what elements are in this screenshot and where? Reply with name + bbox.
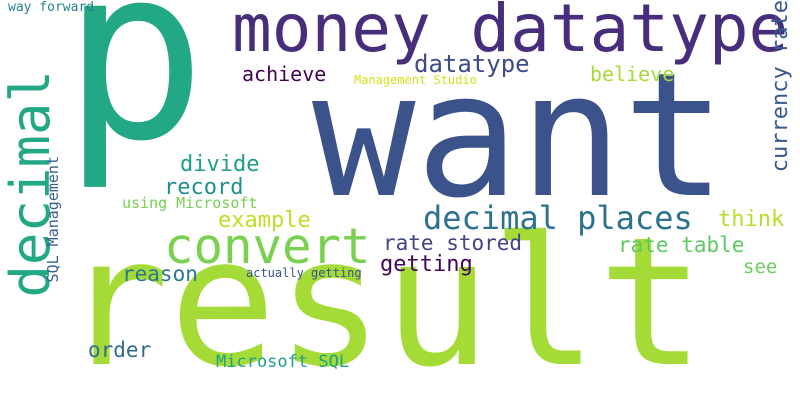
word-achieve: achieve	[242, 62, 327, 86]
word-want: want	[312, 35, 727, 236]
word-datatype: datatype	[414, 50, 530, 78]
word-way-forward: way forward	[8, 0, 95, 15]
word-convert: convert	[164, 218, 371, 275]
word-sql-management: SQL Management	[44, 156, 62, 283]
word-order: order	[88, 338, 152, 362]
word-think: think	[718, 207, 785, 232]
word-divide: divide	[180, 152, 260, 177]
word-p: p	[62, 0, 207, 194]
word-rate-stored: rate stored	[383, 231, 523, 255]
word-microsoft-sql: Microsoft SQL	[216, 352, 350, 372]
word-reason: reason	[122, 262, 198, 286]
word-management-studio: Management Studio	[354, 73, 477, 87]
word-currency-rate: currency rate	[768, 0, 793, 173]
word-decimal-places: decimal places	[423, 199, 693, 237]
word-result: result	[62, 199, 705, 400]
word-see: see	[743, 256, 778, 278]
word-using-microsoft: using Microsoft	[122, 194, 258, 212]
word-actually-getting: actually getting	[246, 266, 362, 280]
word-example: example	[218, 208, 311, 233]
word-rate-table: rate table	[618, 233, 745, 257]
word-getting: getting	[380, 252, 473, 277]
word-believe: believe	[590, 62, 675, 86]
word-record: record	[164, 175, 244, 200]
word-money-datatype: money datatype	[232, 0, 789, 67]
